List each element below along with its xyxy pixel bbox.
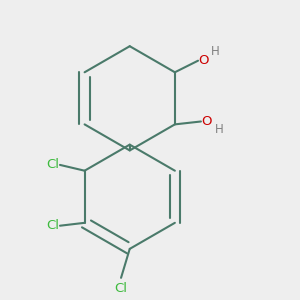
Text: Cl: Cl: [46, 219, 59, 232]
Text: H: H: [211, 46, 220, 59]
Text: H: H: [214, 123, 223, 136]
Text: O: O: [201, 115, 212, 128]
Text: Cl: Cl: [46, 158, 59, 171]
Text: O: O: [198, 55, 209, 68]
Text: Cl: Cl: [115, 282, 128, 295]
